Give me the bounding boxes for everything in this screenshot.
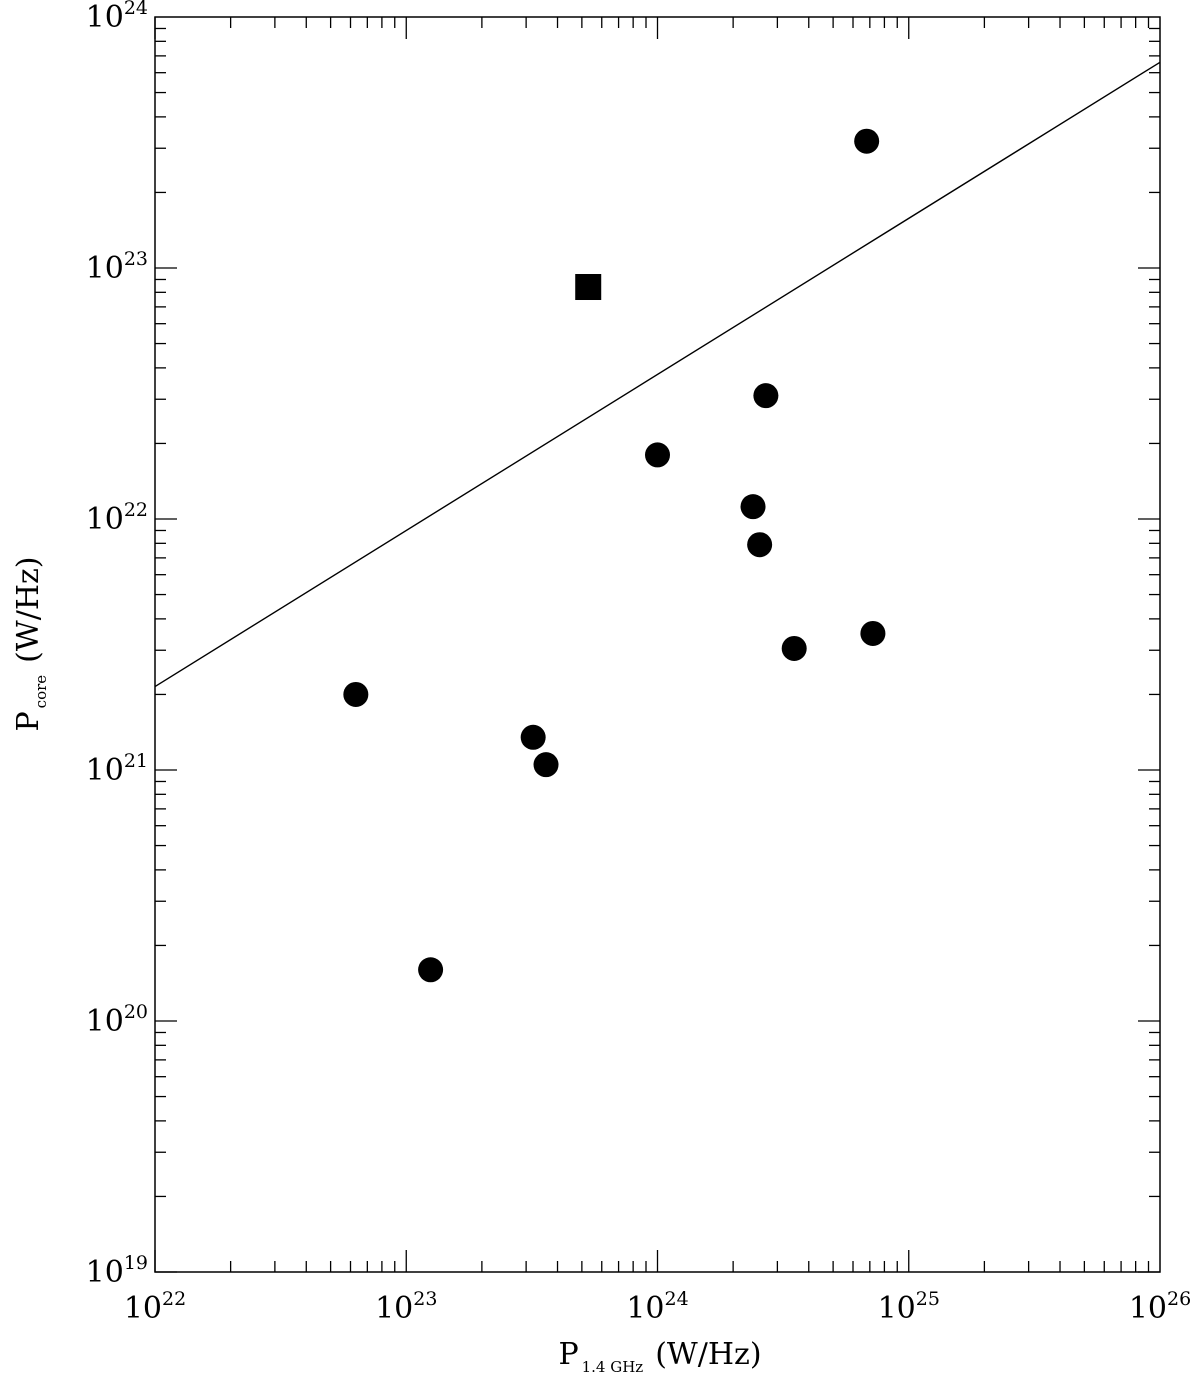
circle-point	[860, 620, 886, 646]
x-tick-label: 1023	[375, 1288, 437, 1326]
circle-point	[781, 635, 807, 661]
x-tick-label: 1026	[1129, 1288, 1191, 1326]
y-tick-exponent: 24	[124, 0, 148, 19]
y-tick-label: 1023	[86, 248, 148, 286]
x-axis-title-unit: (W/Hz)	[655, 1337, 761, 1372]
y-tick-label: 1019	[86, 1252, 148, 1290]
circle-point	[747, 532, 773, 558]
data-points	[343, 128, 886, 983]
y-tick-base: 10	[86, 1255, 124, 1290]
y-tick-label: 1022	[86, 499, 148, 537]
circle-point	[645, 442, 670, 468]
y-tick-exponent: 19	[124, 1252, 148, 1274]
y-tick-label: 1020	[86, 1001, 148, 1039]
x-axis-title-main: P	[558, 1337, 578, 1372]
y-axis-title-unit: (W/Hz)	[11, 557, 46, 663]
x-tick-label: 1024	[626, 1288, 688, 1326]
y-tick-exponent: 20	[124, 1001, 148, 1023]
circle-point	[418, 957, 444, 983]
circle-point	[343, 681, 369, 707]
x-tick-exponent: 25	[916, 1288, 940, 1310]
x-tick-base: 10	[626, 1291, 664, 1326]
x-axis-title: P 1.4 GHz (W/Hz)	[558, 1337, 761, 1376]
y-axis-title-main: P	[11, 711, 46, 731]
x-tick-base: 10	[375, 1291, 413, 1326]
x-tick-base: 10	[124, 1291, 162, 1326]
axis-ticks	[154, 17, 1160, 1273]
y-axis-title: Pcore (W/Hz)	[11, 557, 50, 732]
y-axis-title-subscript: core	[32, 675, 50, 709]
circle-point	[854, 128, 880, 154]
x-tick-label: 1025	[878, 1288, 940, 1326]
square-point	[575, 274, 602, 301]
y-tick-exponent: 22	[124, 499, 148, 521]
x-tick-exponent: 24	[665, 1288, 689, 1310]
x-tick-label: 1022	[124, 1288, 186, 1326]
fit-line	[154, 61, 1161, 688]
y-tick-exponent: 21	[124, 750, 148, 772]
circle-point	[740, 494, 766, 520]
circle-point	[520, 724, 546, 750]
x-tick-exponent: 22	[162, 1288, 186, 1310]
y-tick-label: 1024	[86, 0, 148, 35]
x-tick-base: 10	[1129, 1291, 1167, 1326]
y-tick-exponent: 23	[124, 248, 148, 270]
y-tick-base: 10	[86, 251, 124, 286]
circle-point	[533, 752, 559, 778]
x-tick-exponent: 23	[413, 1288, 437, 1310]
x-tick-base: 10	[878, 1291, 916, 1326]
y-tick-base: 10	[86, 753, 124, 788]
x-tick-exponent: 26	[1167, 1288, 1191, 1310]
y-tick-base: 10	[86, 502, 124, 537]
x-axis-title-subscript: 1.4 GHz	[582, 1358, 644, 1376]
plot-frame	[154, 16, 1161, 1273]
y-tick-label: 1021	[86, 750, 148, 788]
y-tick-base: 10	[86, 1004, 124, 1039]
tick-labels: 1022 1023 1024 1025 102610191020102110221023…	[86, 0, 1192, 1326]
circle-point	[753, 383, 779, 409]
fit-line-group	[154, 61, 1161, 688]
y-tick-base: 10	[86, 0, 124, 35]
